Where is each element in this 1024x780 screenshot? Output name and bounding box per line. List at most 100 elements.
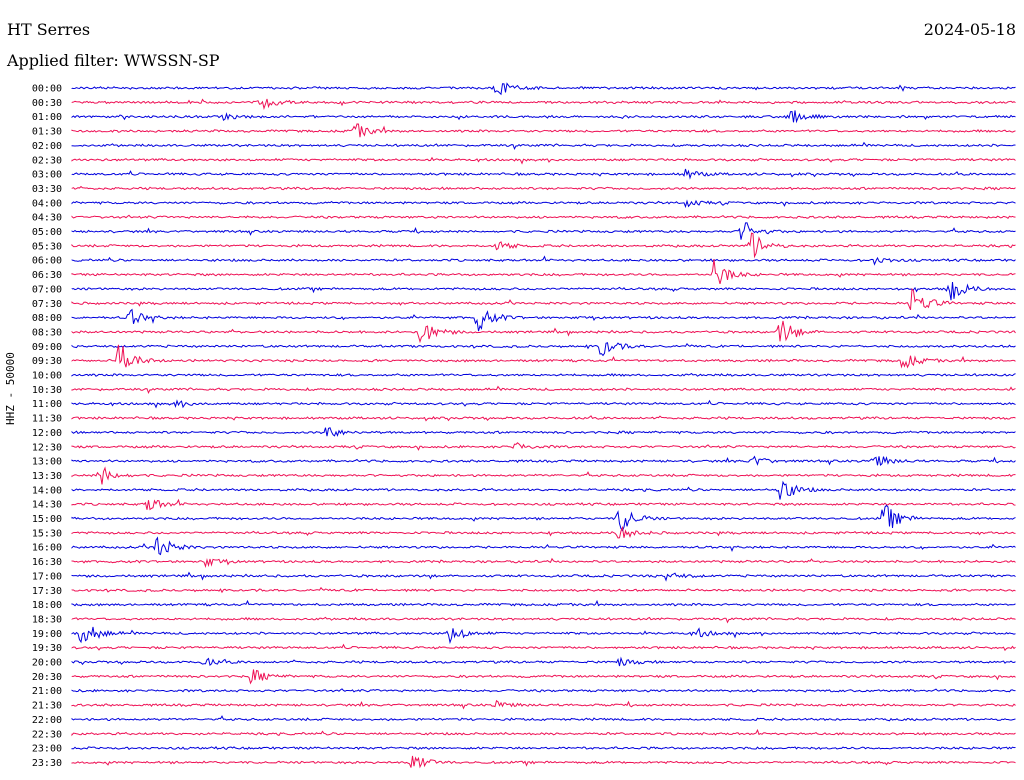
time-tick-label: 08:00 [32, 313, 62, 324]
trace-line [71, 466, 1016, 485]
trace-line [71, 214, 1016, 220]
time-tick-label: 23:30 [32, 758, 62, 769]
trace-line [71, 586, 1016, 594]
trace-line [71, 643, 1016, 652]
trace-line [71, 442, 1016, 451]
time-tick-label: 10:00 [32, 371, 62, 382]
trace-line [71, 415, 1016, 422]
time-tick-label: 11:00 [32, 399, 62, 410]
time-tick-label: 14:30 [32, 500, 62, 511]
trace-line [71, 255, 1016, 266]
trace-line [71, 110, 1016, 124]
time-tick-label: 20:00 [32, 658, 62, 669]
time-tick-label: 05:30 [32, 241, 62, 252]
time-tick-label: 18:30 [32, 614, 62, 625]
time-tick-label: 13:30 [32, 471, 62, 482]
trace-line [71, 308, 1016, 332]
trace-line [71, 699, 1016, 710]
trace-line [71, 455, 1016, 466]
trace-line [71, 669, 1016, 685]
time-tick-label: 12:30 [32, 442, 62, 453]
time-tick-label: 21:30 [32, 701, 62, 712]
trace-line [71, 141, 1016, 151]
trace-line [71, 688, 1016, 693]
trace-line [71, 282, 1016, 301]
time-tick-label: 08:30 [32, 327, 62, 338]
time-tick-label: 03:00 [32, 170, 62, 181]
trace-line [71, 504, 1016, 532]
trace-line [71, 342, 1016, 357]
trace-line [71, 385, 1016, 394]
time-tick-label: 19:00 [32, 629, 62, 640]
time-tick-label: 17:30 [32, 586, 62, 597]
trace-line [71, 185, 1016, 191]
time-tick-label: 22:30 [32, 729, 62, 740]
time-tick-label: 16:00 [32, 543, 62, 554]
time-tick-label: 06:00 [32, 256, 62, 267]
time-tick-label: 04:30 [32, 213, 62, 224]
time-tick-label: 10:30 [32, 385, 62, 396]
trace-line [71, 498, 1016, 511]
trace-line [71, 287, 1016, 311]
trace-line [71, 199, 1016, 209]
trace-line [71, 656, 1016, 667]
time-tick-label: 11:30 [32, 414, 62, 425]
time-tick-label: 00:00 [32, 84, 62, 95]
trace-line [71, 599, 1016, 607]
time-tick-label: 22:00 [32, 715, 62, 726]
trace-line [71, 156, 1016, 165]
trace-line [71, 123, 1016, 138]
trace-line [71, 344, 1016, 369]
time-tick-label: 14:00 [32, 485, 62, 496]
time-tick-label: 03:30 [32, 184, 62, 195]
trace-line [71, 168, 1016, 180]
time-tick-label: 01:00 [32, 112, 62, 123]
trace-line [71, 259, 1016, 285]
trace-line [71, 399, 1016, 409]
time-tick-label: 02:30 [32, 155, 62, 166]
trace-line [71, 746, 1016, 751]
trace-line [71, 232, 1016, 259]
time-tick-label: 07:30 [32, 299, 62, 310]
time-tick-label: 15:30 [32, 528, 62, 539]
trace-line [71, 372, 1016, 377]
time-tick-label: 18:00 [32, 600, 62, 611]
trace-line [71, 427, 1016, 437]
trace-line [71, 222, 1016, 240]
trace-line [71, 616, 1016, 624]
time-tick-label: 07:00 [32, 284, 62, 295]
time-tick-label: 09:30 [32, 356, 62, 367]
time-tick-label: 19:30 [32, 643, 62, 654]
trace-line [71, 557, 1016, 569]
station-title: HT Serres [7, 20, 91, 39]
time-tick-label: 06:30 [32, 270, 62, 281]
time-tick-label: 17:00 [32, 571, 62, 582]
trace-line [71, 320, 1016, 344]
time-tick-label: 15:00 [32, 514, 62, 525]
time-tick-label: 02:00 [32, 141, 62, 152]
trace-line [71, 480, 1016, 500]
time-tick-label: 16:30 [32, 557, 62, 568]
time-tick-label: 23:00 [32, 744, 62, 755]
time-tick-label: 12:00 [32, 428, 62, 439]
trace-line [71, 715, 1016, 722]
filter-label: Applied filter: WWSSN-SP [7, 51, 220, 70]
time-tick-label: 13:00 [32, 457, 62, 468]
date-label: 2024-05-18 [923, 20, 1016, 39]
trace-line [71, 755, 1016, 769]
trace-line [71, 728, 1016, 737]
trace-line [71, 82, 1016, 96]
time-tick-label: 04:00 [32, 198, 62, 209]
trace-line [71, 536, 1016, 556]
time-tick-label: 05:00 [32, 227, 62, 238]
trace-line [71, 571, 1016, 582]
time-tick-label: 00:30 [32, 98, 62, 109]
trace-line [71, 626, 1016, 645]
time-tick-label: 09:00 [32, 342, 62, 353]
trace-line [71, 525, 1016, 539]
time-tick-label: 21:00 [32, 686, 62, 697]
trace-line [71, 98, 1016, 111]
time-tick-label: 01:30 [32, 127, 62, 138]
time-tick-label: 20:30 [32, 672, 62, 683]
